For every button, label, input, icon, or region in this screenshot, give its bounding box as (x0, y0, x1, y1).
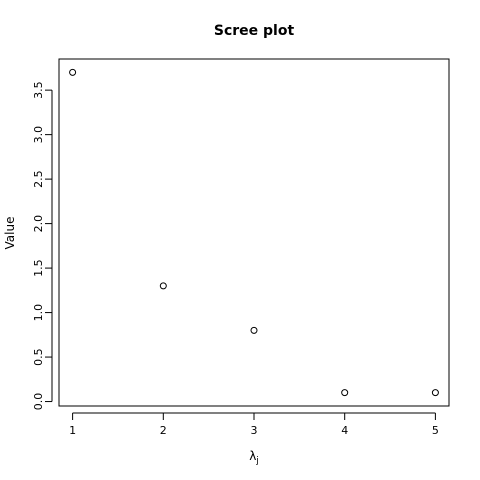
x-axis-label-subscript: j (255, 456, 259, 466)
x-tick-label: 5 (432, 424, 439, 437)
y-tick-label: 0.5 (32, 348, 45, 366)
chart-title: Scree plot (214, 23, 295, 39)
data-points (69, 68, 439, 397)
x-axis: 1 2 3 4 5 (69, 412, 439, 437)
x-axis-label: λj (249, 449, 259, 466)
y-tick-label: 1.0 (32, 304, 45, 322)
data-point (341, 389, 349, 397)
data-point (159, 282, 167, 290)
data-point (250, 326, 258, 334)
x-tick-label: 4 (341, 424, 348, 437)
y-tick-label: 3.0 (32, 126, 45, 144)
x-tick-label: 1 (69, 424, 76, 437)
y-tick-label: 3.5 (32, 81, 45, 99)
y-tick-label: 1.5 (32, 259, 45, 277)
x-tick-label: 2 (160, 424, 167, 437)
x-tick-label: 3 (251, 424, 258, 437)
y-axis-label: Value (3, 217, 17, 250)
data-point (69, 68, 77, 76)
x-axis-label-main: λ (249, 449, 256, 463)
y-axis: 0.0 0.5 1.0 1.5 2.0 2.5 3.0 3.5 (32, 81, 53, 411)
y-tick-label: 0.0 (32, 393, 45, 411)
data-point (431, 389, 439, 397)
y-tick-label: 2.5 (32, 170, 45, 188)
y-tick-label: 2.0 (32, 215, 45, 233)
plot-area-frame (58, 58, 450, 407)
